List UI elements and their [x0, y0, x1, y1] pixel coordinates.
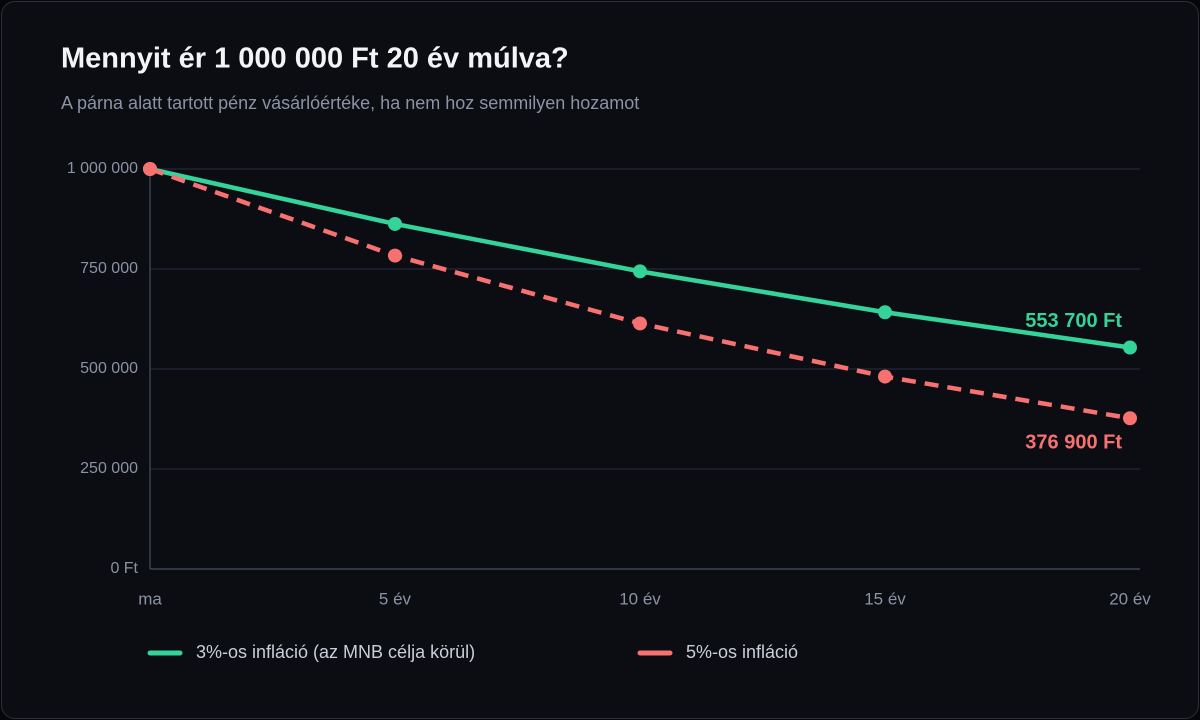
chart-subtitle: A párna alatt tartott pénz vásárlóértéke…	[61, 93, 639, 113]
y-tick-label: 500 000	[80, 360, 138, 377]
x-tick-label: 15 év	[864, 589, 906, 608]
y-tick-label: 750 000	[80, 260, 138, 277]
x-tick-label: 5 év	[379, 589, 412, 608]
data-point	[1123, 340, 1137, 355]
x-tick-label: 20 év	[1109, 589, 1151, 608]
data-point	[878, 369, 892, 384]
legend-label: 3%-os infláció (az MNB célja körül)	[196, 642, 475, 662]
y-tick-label: 250 000	[80, 460, 138, 477]
data-point	[633, 264, 647, 279]
value-label: 553 700 Ft	[1025, 310, 1122, 332]
data-point	[1123, 411, 1137, 426]
legend-label: 5%-os infláció	[686, 642, 798, 662]
y-tick-label: 1 000 000	[67, 160, 138, 177]
data-point	[143, 162, 157, 176]
x-tick-label: 10 év	[619, 589, 661, 608]
series-line	[149, 166, 1131, 421]
data-point	[388, 216, 402, 231]
x-tick-label: ma	[138, 589, 162, 608]
data-point	[878, 305, 892, 320]
chart-title: Mennyit ér 1 000 000 Ft 20 év múlva?	[61, 43, 569, 75]
data-point	[633, 316, 647, 331]
value-label: 376 900 Ft	[1025, 432, 1122, 454]
y-tick-label: 0 Ft	[110, 560, 138, 577]
data-point	[388, 248, 402, 263]
